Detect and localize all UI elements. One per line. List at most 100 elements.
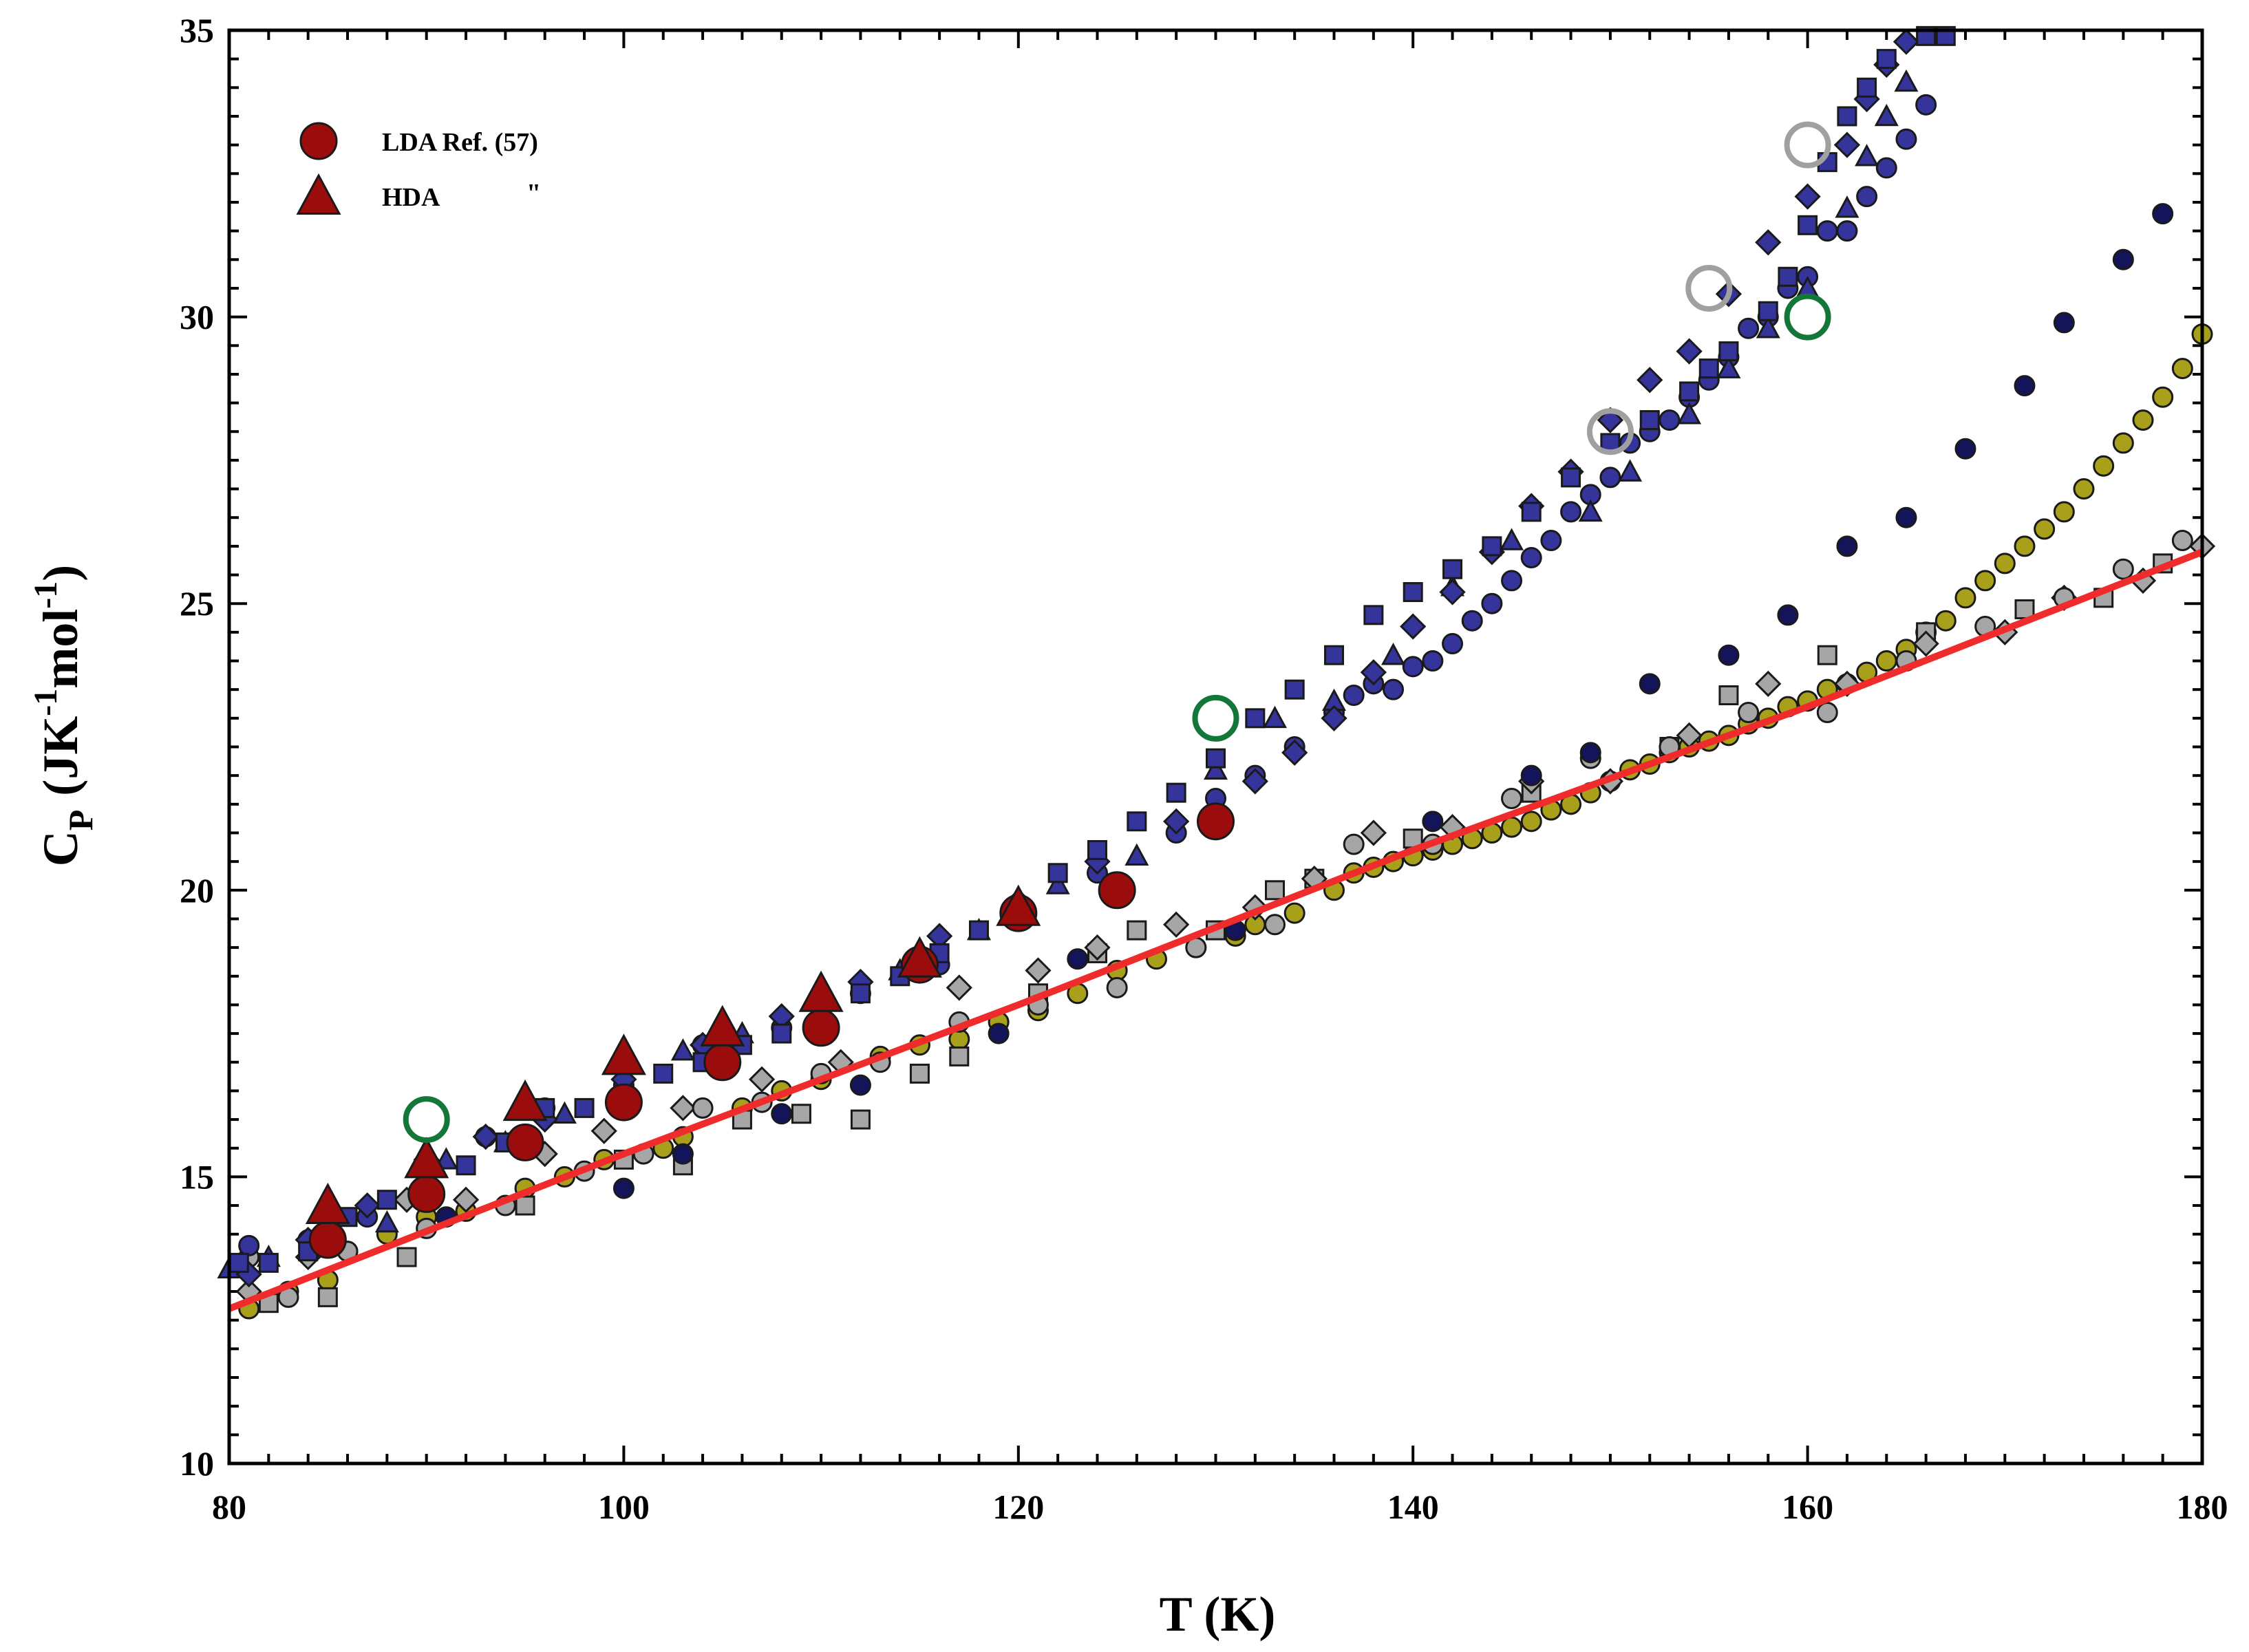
data-point [374,1210,399,1233]
legend-label: HDA [382,183,440,212]
data-point [1816,220,1838,242]
data-point [2014,375,2036,397]
legend: LDA Ref. (57) HDA " [296,122,541,215]
data-point [1875,650,1897,672]
data-point [354,1192,381,1219]
data-point [1084,934,1111,961]
data-point [1895,506,1917,528]
data-point [604,1083,643,1122]
data-point [2171,358,2193,380]
data-point [703,1043,742,1082]
data-point [946,974,972,1001]
data-point [1718,644,1740,666]
data-point [996,884,1041,926]
data-point [452,1186,480,1213]
plot-area [217,25,2216,1320]
data-point [1794,183,1821,210]
data-point [1718,685,1739,706]
plot-frame [227,28,2204,1466]
data-point [988,1022,1010,1044]
data-point [1047,863,1068,883]
data-point [1500,528,1524,550]
series-blue-circles [238,94,1937,1256]
data-point [1422,811,1444,833]
data-point [1163,911,1190,938]
data-point [968,920,989,941]
data-point [1893,28,1920,55]
data-point [506,1123,544,1161]
data-point [1738,702,1760,724]
legend-marker [296,173,341,215]
y-axis-title-units-open: (JK [33,716,88,796]
data-point [1363,605,1384,625]
axis-ticks: 80 100 120 140 160 180 10 15 20 25 30 35 [180,11,2228,1526]
data-point [1264,914,1286,936]
data-point [949,1046,970,1066]
data-point [1124,843,1149,866]
data-point [802,1009,840,1047]
x-tick-label: 120 [992,1488,1044,1526]
data-point [1442,633,1464,655]
data-point [1520,547,1542,569]
data-point [1192,694,1239,742]
data-point [1203,757,1228,780]
data-point [1560,501,1582,523]
x-tick-label: 180 [2177,1488,2228,1526]
data-point [850,1109,871,1130]
data-point [700,1005,745,1047]
y-axis-title-sup-1: -1 [28,689,64,716]
series-blue-squares [228,25,1956,1273]
data-point [2093,455,2115,477]
data-point [1837,106,1857,127]
data-point [1974,570,1996,592]
data-point [1045,872,1070,894]
y-axis-title: CP(JK-1mol-1) [28,565,100,866]
data-point [1934,610,1957,632]
data-point [1578,499,1603,522]
y-tick-label: 10 [180,1444,214,1483]
x-tick-label: 140 [1387,1488,1439,1526]
data-point [1281,739,1308,766]
data-point [456,1155,476,1176]
data-point [434,1147,458,1170]
data-point [1685,264,1733,312]
y-tick-label: 25 [180,584,214,623]
data-point [2152,386,2174,408]
data-point [1321,705,1347,731]
y-tick-label: 15 [180,1157,214,1196]
y-tick-label: 30 [180,298,214,336]
legend-marker [299,122,338,160]
data-point [1265,880,1286,901]
data-point [1403,582,1423,603]
data-point [1381,643,1406,665]
data-point [590,1117,617,1144]
data-point [1915,94,1937,116]
data-point [376,1190,397,1210]
data-point [1679,381,1700,402]
x-tick-label: 100 [598,1488,650,1526]
data-point [1676,338,1703,365]
data-point [1599,466,1621,489]
data-point [1912,630,1939,657]
data-point [1659,409,1681,431]
data-point [1262,705,1288,729]
data-point [396,1247,417,1267]
data-point [653,1063,674,1084]
data-point [1360,659,1387,686]
data-point [1816,702,1838,724]
data-point [407,1174,446,1213]
data-point [1025,957,1052,984]
data-point [574,1097,595,1118]
data-point [1197,802,1235,841]
data-point [1777,604,1799,626]
data-point [1163,808,1190,835]
data-point [2034,518,2056,540]
fit-line [228,548,2204,1312]
data-point [601,1033,646,1075]
data-point [1520,811,1542,833]
data-point [850,983,871,1004]
data-point [670,1095,696,1122]
data-point [1561,467,1581,488]
y-tick-label: 20 [180,871,214,910]
data-point [1798,215,1818,235]
